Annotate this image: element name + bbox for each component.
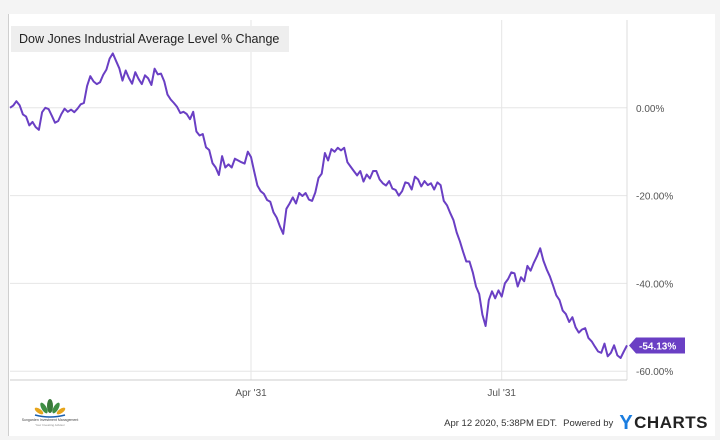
logo-name: Sungarden Investment Management [21, 418, 79, 422]
timestamp: Apr 12 2020, 5:38PM EDT. [444, 417, 558, 429]
x-tick-label: Jul '31 [487, 388, 516, 399]
logo-tagline: Your Investing Advisor [35, 423, 65, 427]
last-value-badge-shape [629, 337, 685, 354]
lotus-icon [34, 399, 66, 418]
chart-footer: Apr 12 2020, 5:38PM EDT. Powered by Y CH… [444, 412, 708, 434]
y-tick-label: -40.00% [636, 279, 673, 290]
x-tick-label: Apr '31 [235, 388, 267, 399]
series-line [9, 52, 628, 359]
chart-title: Dow Jones Industrial Average Level % Cha… [11, 26, 290, 52]
y-tick-label: -20.00% [636, 192, 673, 203]
last-value-badge: -54.13% [629, 337, 685, 354]
y-tick-labels: 0.00% -20.00% -40.00% -60.00% [636, 104, 673, 378]
y-tick-label: -60.00% [636, 367, 673, 378]
powered-by-label: Powered by [563, 417, 614, 429]
y-tick-label: 0.00% [636, 104, 664, 115]
chart-panel [8, 14, 715, 436]
ycharts-wordmark: CHARTS [634, 413, 708, 432]
grid-lines [10, 20, 628, 381]
ycharts-logo[interactable]: Y CHARTS [619, 412, 708, 435]
company-logo[interactable]: Sungarden Investment Management Your Inv… [15, 398, 85, 430]
last-value-label: -54.13% [639, 341, 676, 352]
series-layer [9, 52, 628, 359]
ycharts-mark: Y [619, 411, 634, 434]
